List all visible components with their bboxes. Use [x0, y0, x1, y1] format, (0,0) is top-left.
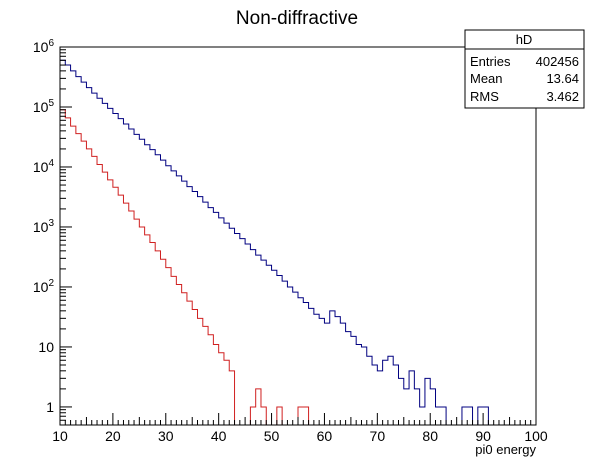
x-axis-label: pi0 energy [475, 442, 536, 457]
y-tick-label: 103 [33, 218, 55, 235]
stats-entries-label: Entries [470, 54, 511, 69]
histogram-step-line [60, 59, 536, 426]
x-tick-label: 100 [524, 428, 548, 444]
y-tick-label: 104 [33, 158, 55, 175]
y-tick-label: 105 [33, 98, 55, 115]
y-tick-label: 10 [38, 339, 54, 355]
y-tick-label: 102 [33, 278, 55, 295]
stats-box-name: hD [516, 32, 533, 47]
x-tick-label: 40 [211, 428, 227, 444]
x-tick-label: 10 [52, 428, 68, 444]
stats-rms-label: RMS [470, 89, 499, 104]
x-tick-label: 30 [158, 428, 174, 444]
x-tick-label: 20 [105, 428, 121, 444]
series-0 [60, 59, 536, 426]
stats-entries-value: 402456 [536, 54, 579, 69]
x-tick-label: 70 [370, 428, 386, 444]
x-tick-label: 60 [317, 428, 333, 444]
stats-box: hD Entries 402456 Mean 13.64 RMS 3.462 [464, 29, 585, 109]
y-tick-label: 106 [33, 38, 55, 55]
stats-mean-value: 13.64 [546, 71, 579, 86]
x-tick-label: 90 [475, 428, 491, 444]
stats-box-frame [464, 29, 585, 109]
x-tick-label: 50 [264, 428, 280, 444]
x-tick-label: 80 [422, 428, 438, 444]
stats-mean-label: Mean [470, 71, 503, 86]
chart-title: Non-diffractive [236, 8, 358, 29]
y-tick-label: 1 [46, 399, 54, 415]
stats-rms-value: 3.462 [546, 89, 579, 104]
